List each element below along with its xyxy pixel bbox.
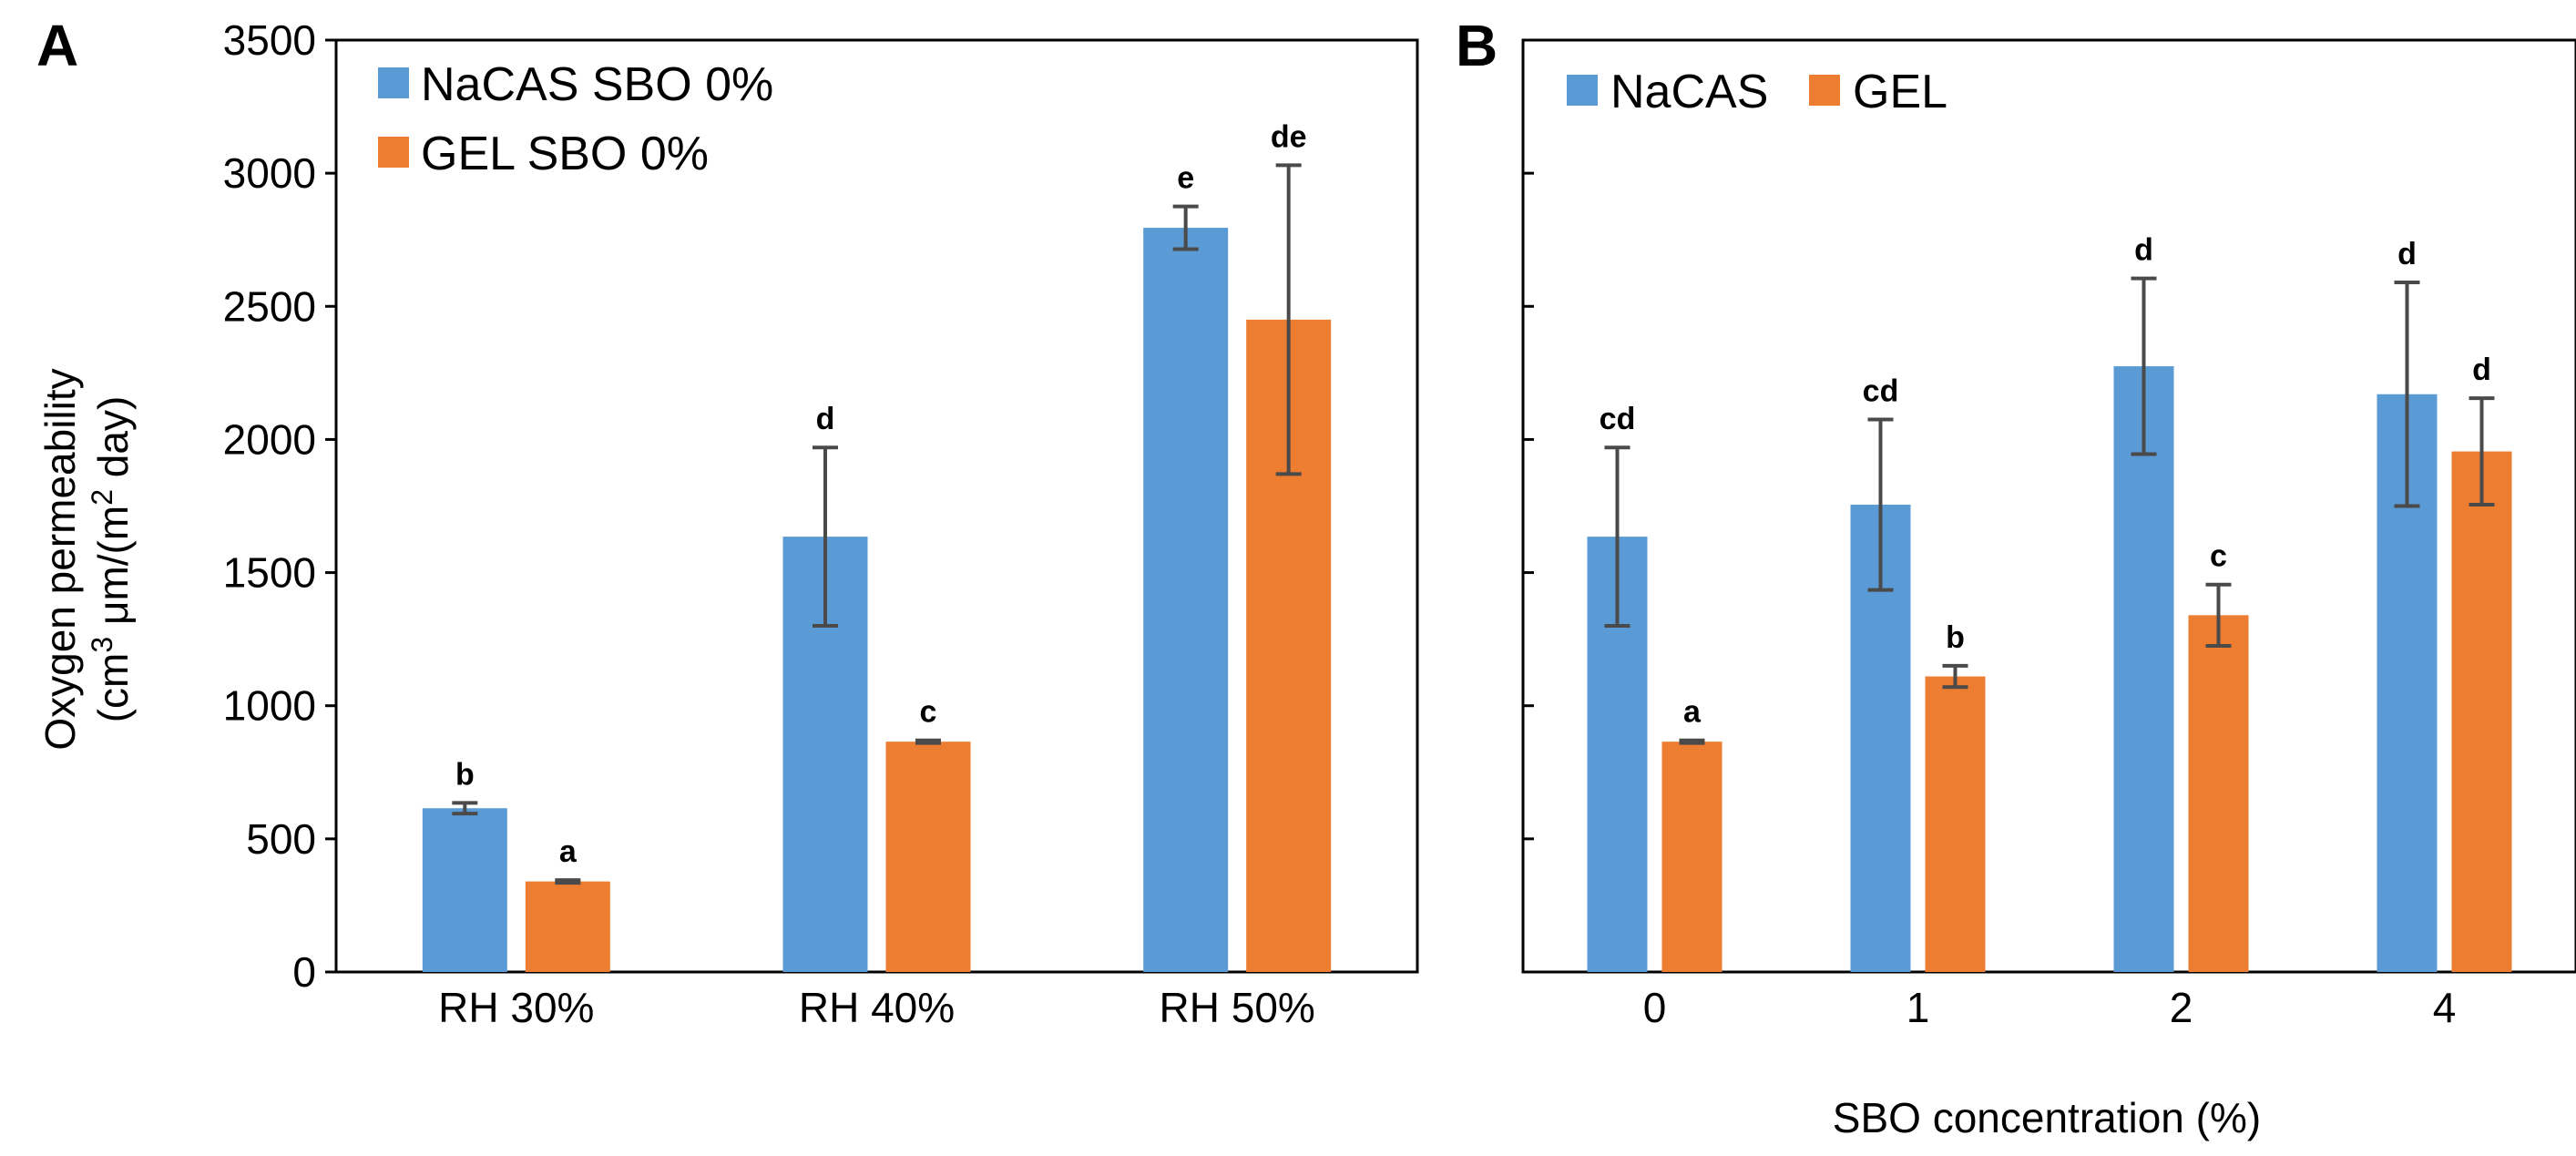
- panel-a-significance-label: b: [455, 757, 475, 792]
- panel-b-legend: NaCAS GEL: [1567, 66, 1947, 118]
- panel-b-significance-label: cd: [1863, 374, 1899, 409]
- panel-a-significance-label: d: [816, 402, 835, 436]
- panel-a-bar-gel: [525, 881, 610, 972]
- panel-a-plot-frame: [334, 38, 1419, 974]
- legend-label-gel: GEL: [1853, 66, 1947, 118]
- panel-b-significance-label: c: [2210, 539, 2227, 574]
- panel-a-significance-label: e: [1177, 161, 1194, 196]
- panel-a-y-tick-label: 2500: [223, 282, 316, 330]
- panel-b-letter: B: [1456, 13, 1498, 78]
- panel-b-x-axis-title: SBO concentration (%): [1833, 1094, 2261, 1141]
- y-axis-title-line1: Oxygen permeability: [36, 368, 84, 750]
- panel-a-significance-label: de: [1271, 119, 1307, 154]
- panel-b-significance-label: d: [2472, 353, 2491, 387]
- panel-b-significance-label: d: [2134, 233, 2153, 268]
- panel-a: 0 500 1000 1500 2000 2500 3000 3500 b a RH 30% d c RH…: [223, 16, 1419, 1031]
- legend-label-gel-sbo: GEL SBO 0%: [421, 128, 709, 180]
- panel-a-bar-gel: [885, 742, 971, 972]
- panel-a-y-tick-label: 3000: [223, 149, 316, 197]
- panel-b-bar-gel: [1925, 676, 1986, 972]
- panel-b-x-tick-label: 0: [1643, 984, 1667, 1031]
- panel-a-x-tick-label: RH 30%: [438, 984, 594, 1031]
- panel-b-bar-gel: [2451, 451, 2512, 972]
- panel-a-y-tick-label: 0: [292, 948, 316, 996]
- panel-b-plot-frame: [1521, 38, 2576, 974]
- panel-a-letter: A: [36, 13, 78, 78]
- y-axis-title: Oxygen permeability (cm3 μm/(m2 day): [36, 368, 137, 750]
- legend-swatch-gel-sbo: [378, 137, 409, 168]
- panel-a-x-tick-label: RH 40%: [799, 984, 955, 1031]
- panel-b-bar-gel: [2188, 615, 2249, 972]
- panel-a-y-tick-label: 1000: [223, 682, 316, 730]
- legend-swatch-gel: [1809, 75, 1840, 106]
- y-axis-title-line2: (cm3 μm/(m2 day): [86, 396, 137, 723]
- panel-b: cd a 0 cd b 1 d c 2 d d 4 NaCAS GEL SBO concentrati…: [1521, 38, 2576, 1141]
- panel-a-x-tick-label: RH 50%: [1160, 984, 1315, 1031]
- panel-b-bar-nacas: [2113, 366, 2174, 972]
- panel-b-significance-label: cd: [1600, 402, 1636, 436]
- panel-b-bar-gel: [1661, 742, 1722, 972]
- panel-a-y-tick-label: 3500: [223, 16, 316, 64]
- panel-a-bar-nacas: [1143, 228, 1229, 973]
- panel-b-marks: cd a 0 cd b 1 d c 2 d d 4: [1523, 38, 2512, 1031]
- panel-a-marks: 0 500 1000 1500 2000 2500 3000 3500 b a RH 30% d c RH…: [223, 16, 1332, 1031]
- panel-b-x-tick-label: 2: [2170, 984, 2193, 1031]
- legend-label-nacas-sbo: NaCAS SBO 0%: [421, 58, 773, 111]
- panel-a-y-tick-label: 2000: [223, 415, 316, 463]
- panel-b-x-tick-label: 4: [2433, 984, 2457, 1031]
- panel-b-significance-label: b: [1946, 620, 1965, 655]
- panel-a-bar-nacas: [422, 808, 507, 972]
- panel-a-legend: NaCAS SBO 0% GEL SBO 0%: [378, 58, 773, 180]
- panel-a-significance-label: c: [920, 695, 937, 730]
- legend-label-nacas: NaCAS: [1610, 66, 1768, 118]
- legend-swatch-nacas-sbo: [378, 67, 409, 98]
- panel-a-y-tick-label: 1500: [223, 549, 316, 597]
- panel-a-y-tick-label: 500: [246, 815, 316, 863]
- panel-b-significance-label: d: [2397, 237, 2417, 271]
- legend-swatch-nacas: [1567, 75, 1598, 106]
- panel-b-significance-label: a: [1683, 695, 1702, 730]
- panel-b-x-tick-label: 1: [1906, 984, 1930, 1031]
- panel-a-significance-label: a: [559, 834, 578, 869]
